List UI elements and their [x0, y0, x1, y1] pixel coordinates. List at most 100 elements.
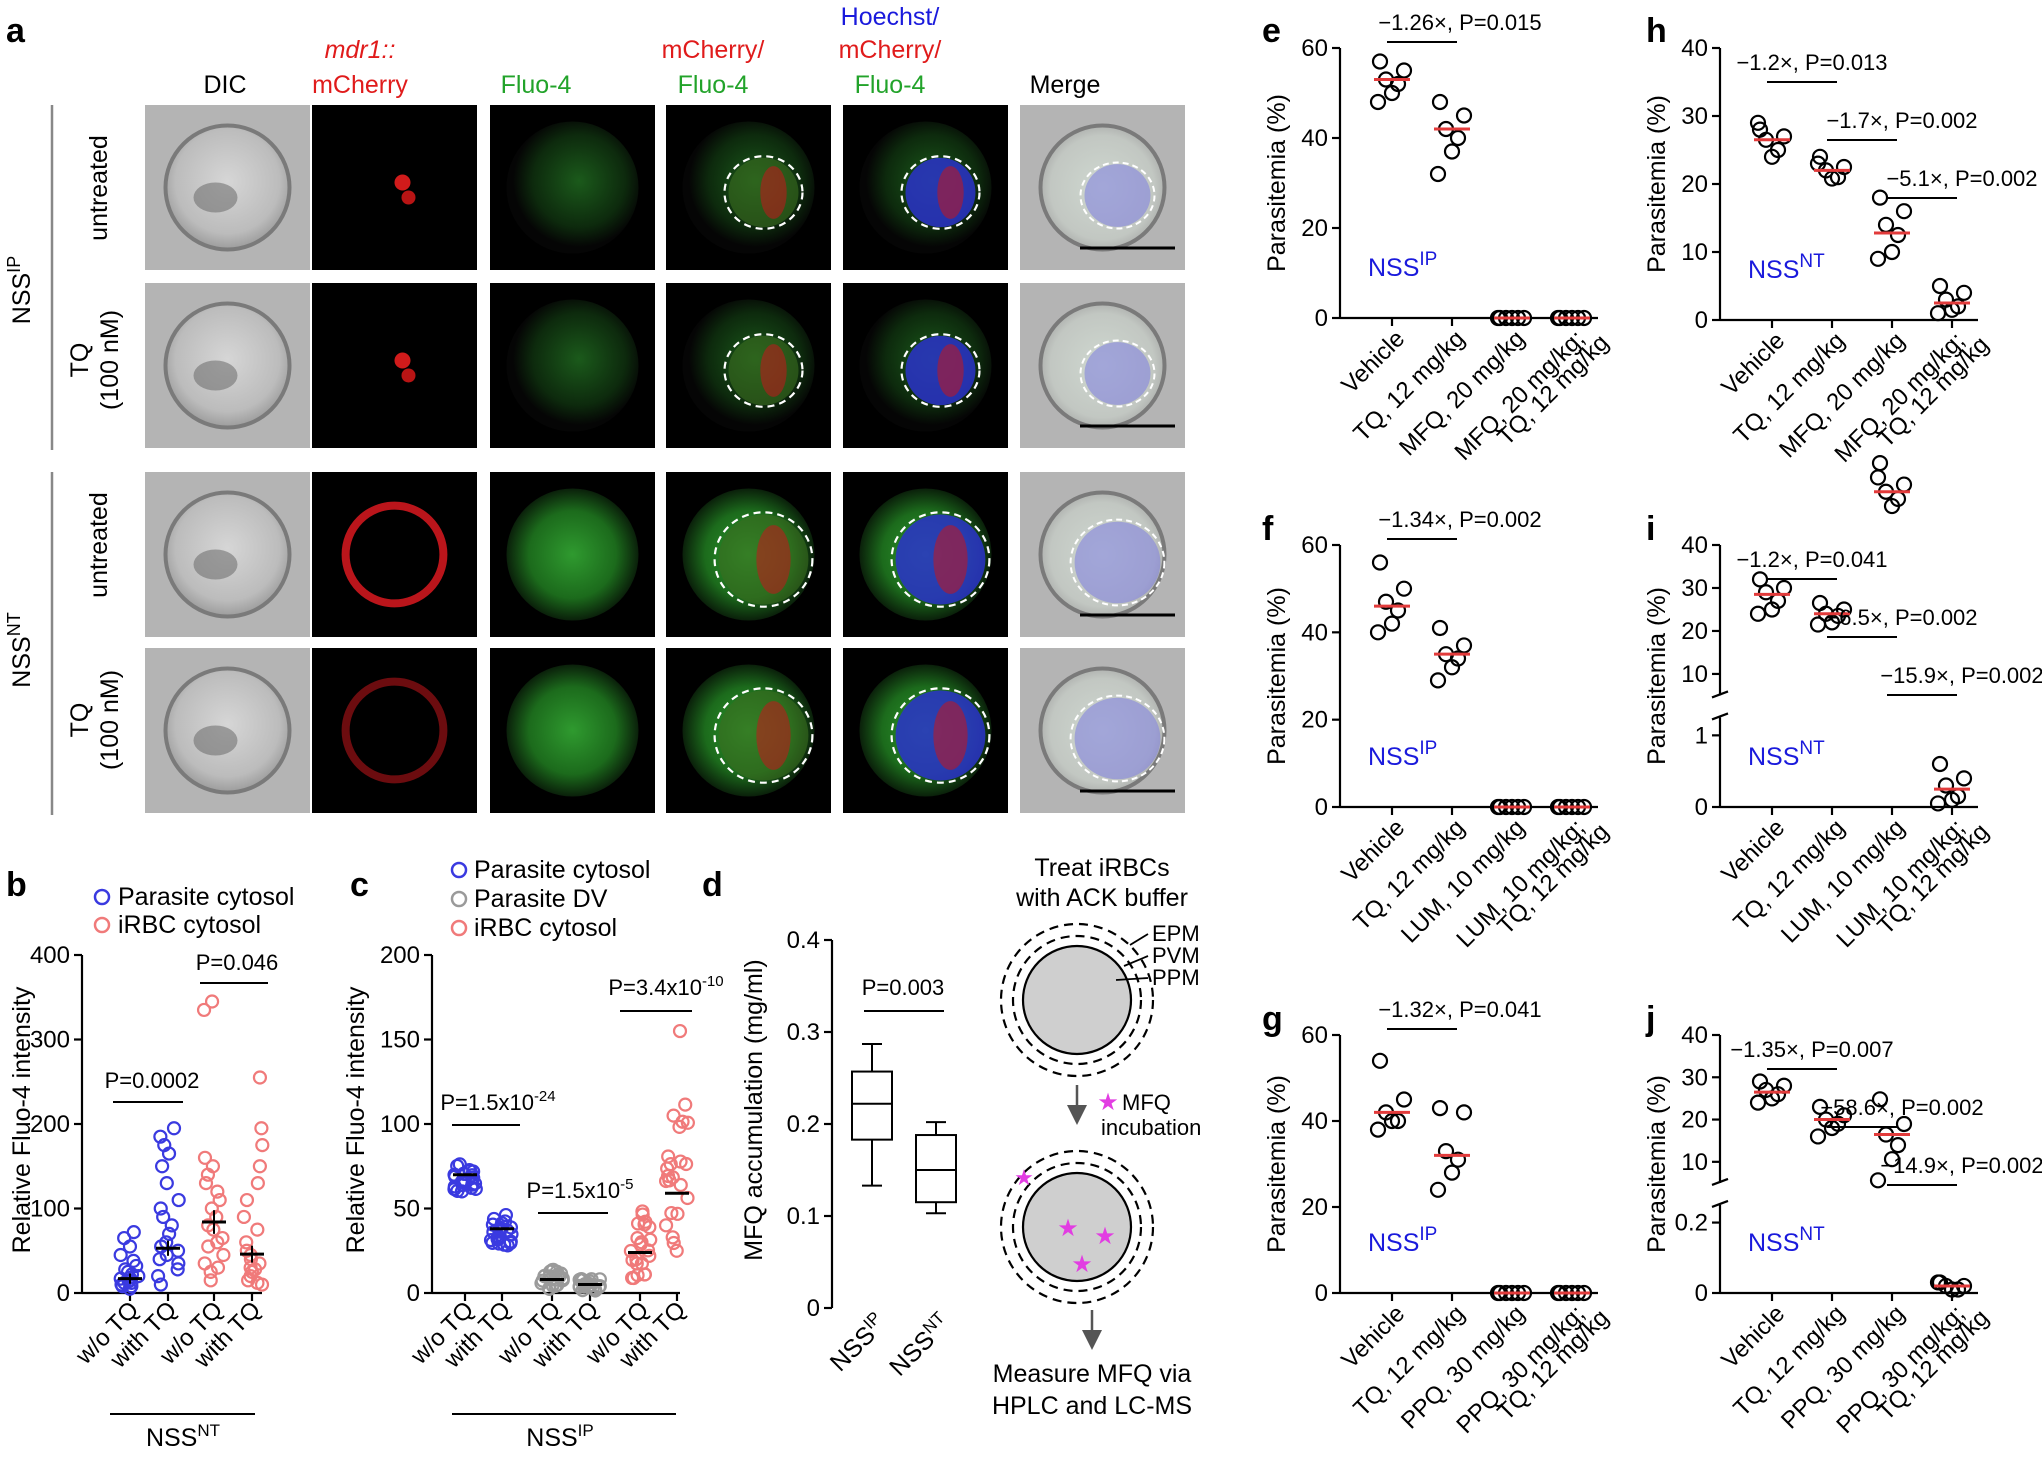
- data-point: [1395, 62, 1413, 79]
- y-tick-label: 400: [30, 942, 70, 969]
- data-point: [239, 1192, 255, 1208]
- y-tick-label: 200: [30, 1111, 70, 1138]
- y-tick-label: 20: [1301, 1194, 1328, 1221]
- group-label-nss-ip: NSSIP: [4, 256, 36, 324]
- parasite-outline: [890, 511, 991, 608]
- data-point: [1369, 93, 1387, 111]
- comparison-label: −1.32×, P=0.041: [1378, 997, 1541, 1022]
- y-tick-label: 40: [1681, 532, 1708, 559]
- panel-letter-h: h: [1646, 12, 1667, 50]
- data-point: [642, 1248, 657, 1263]
- micrograph-r1-c3: [490, 105, 655, 270]
- data-point: [252, 1159, 267, 1174]
- parasite-outline: [1069, 694, 1166, 783]
- data-point: [1955, 770, 1973, 787]
- label-epm: EPM: [1152, 921, 1200, 946]
- mfq-star-3: ★: [1094, 1223, 1116, 1250]
- data-point: [1449, 1151, 1467, 1168]
- micrograph-r1-c4: [666, 105, 831, 270]
- f-strain-label: NSSIP: [1368, 738, 1437, 771]
- micrograph-r4-c1: [145, 648, 310, 813]
- c-pval-1: P=1.5x10-24: [440, 1088, 555, 1115]
- y-tick-label: 0: [1695, 794, 1708, 821]
- data-point: [664, 1205, 679, 1221]
- comparison-label: −1.34×, P=0.002: [1378, 507, 1541, 532]
- panel-letter-c: c: [350, 866, 369, 904]
- parasite-outline: [890, 687, 991, 784]
- data-point: [255, 1138, 270, 1153]
- data-point: [1431, 1099, 1449, 1117]
- mcherry-spot: [394, 174, 411, 191]
- y-tick-label: 40: [1301, 619, 1328, 646]
- data-point: [1869, 469, 1887, 486]
- data-point: [675, 1114, 690, 1129]
- data-point: [1395, 1091, 1413, 1108]
- mcherry-overlay: [933, 525, 968, 594]
- data-point: [1931, 755, 1949, 773]
- parasite-outline: [1079, 161, 1156, 230]
- data-point: [1949, 1281, 1967, 1298]
- panel-c-chart: Parasite cytosol Parasite DV iRBC cytoso…: [342, 856, 724, 1452]
- y-tick-label: 10: [1681, 239, 1708, 266]
- y-tick-label: 0.2: [787, 1111, 820, 1138]
- data-point: [1389, 1112, 1407, 1130]
- pvm-membrane: [1011, 934, 1143, 1066]
- data-point: [642, 1220, 657, 1235]
- col-header-fluo4: Fluo-4: [501, 71, 572, 99]
- data-point: [205, 1159, 221, 1174]
- data-point: [1455, 1104, 1473, 1121]
- box-2: [915, 1121, 957, 1215]
- label-pvm: PVM: [1152, 943, 1200, 968]
- merge-nucleus: [1074, 697, 1161, 780]
- data-point: [678, 1097, 693, 1112]
- fluo4-signal: [506, 121, 639, 254]
- data-point: [164, 1218, 179, 1233]
- y-tick-label: 300: [30, 1027, 70, 1054]
- mcherry-overlay: [937, 166, 964, 219]
- mcherry-spot: [401, 190, 416, 205]
- micrograph-r2-c1: [145, 283, 310, 448]
- row-label-nt-tq: TQ: [66, 703, 94, 738]
- data-point: [1929, 305, 1947, 322]
- schematic-title-l1: Treat iRBCs: [1034, 854, 1169, 882]
- parasite-body-2: [1021, 1171, 1133, 1283]
- final-step-l2: HPLC and LC-MS: [992, 1392, 1192, 1420]
- data-point: [250, 1275, 265, 1290]
- b-pval-2: P=0.046: [196, 950, 279, 975]
- col-header-hoechst-l3: Fluo-4: [855, 71, 926, 99]
- data-point: [171, 1192, 186, 1208]
- data-point: [1369, 624, 1387, 641]
- legend-marker-c-parasite-dv: [450, 890, 468, 908]
- y-tick-label: 20: [1681, 1107, 1708, 1134]
- data-point: [126, 1253, 141, 1268]
- legend-c-irbc-cytosol: iRBC cytosol: [474, 914, 617, 942]
- data-point: [592, 1279, 607, 1294]
- comparison-label: −6.5×, P=0.002: [1826, 605, 1977, 630]
- data-point: [669, 1243, 684, 1258]
- mcherry-spot: [394, 352, 411, 369]
- micrograph-r3-c6: [1020, 472, 1185, 637]
- g-strain-label: NSSIP: [1368, 1224, 1437, 1257]
- b-ylabel: Relative Fluo-4 intensity: [8, 986, 36, 1253]
- parasite-outline: [713, 687, 814, 784]
- data-point: [162, 1226, 177, 1241]
- mfq-label-l1: MFQ: [1122, 1090, 1171, 1115]
- panel-letter-f: f: [1262, 510, 1274, 548]
- data-point: [1437, 1142, 1455, 1160]
- y-tick-label: 20: [1681, 171, 1708, 198]
- data-point: [1371, 554, 1389, 571]
- box-1: [851, 1042, 893, 1187]
- parasite-outline: [1079, 339, 1156, 408]
- ack-schematic: Treat iRBCs with ACK buffer EPM PVM PPM …: [992, 854, 1201, 1420]
- j-ylabel: Parasitemia (%): [1643, 1075, 1671, 1253]
- legend-b-irbc-cytosol: iRBC cytosol: [118, 911, 261, 939]
- y-tick-label: 0: [1315, 305, 1328, 332]
- panel-letter-e: e: [1262, 12, 1281, 50]
- data-point: [1749, 605, 1767, 622]
- data-point: [203, 1273, 218, 1288]
- data-point: [661, 1149, 676, 1164]
- comparison-label: −14.9×, P=0.002: [1880, 1153, 2042, 1178]
